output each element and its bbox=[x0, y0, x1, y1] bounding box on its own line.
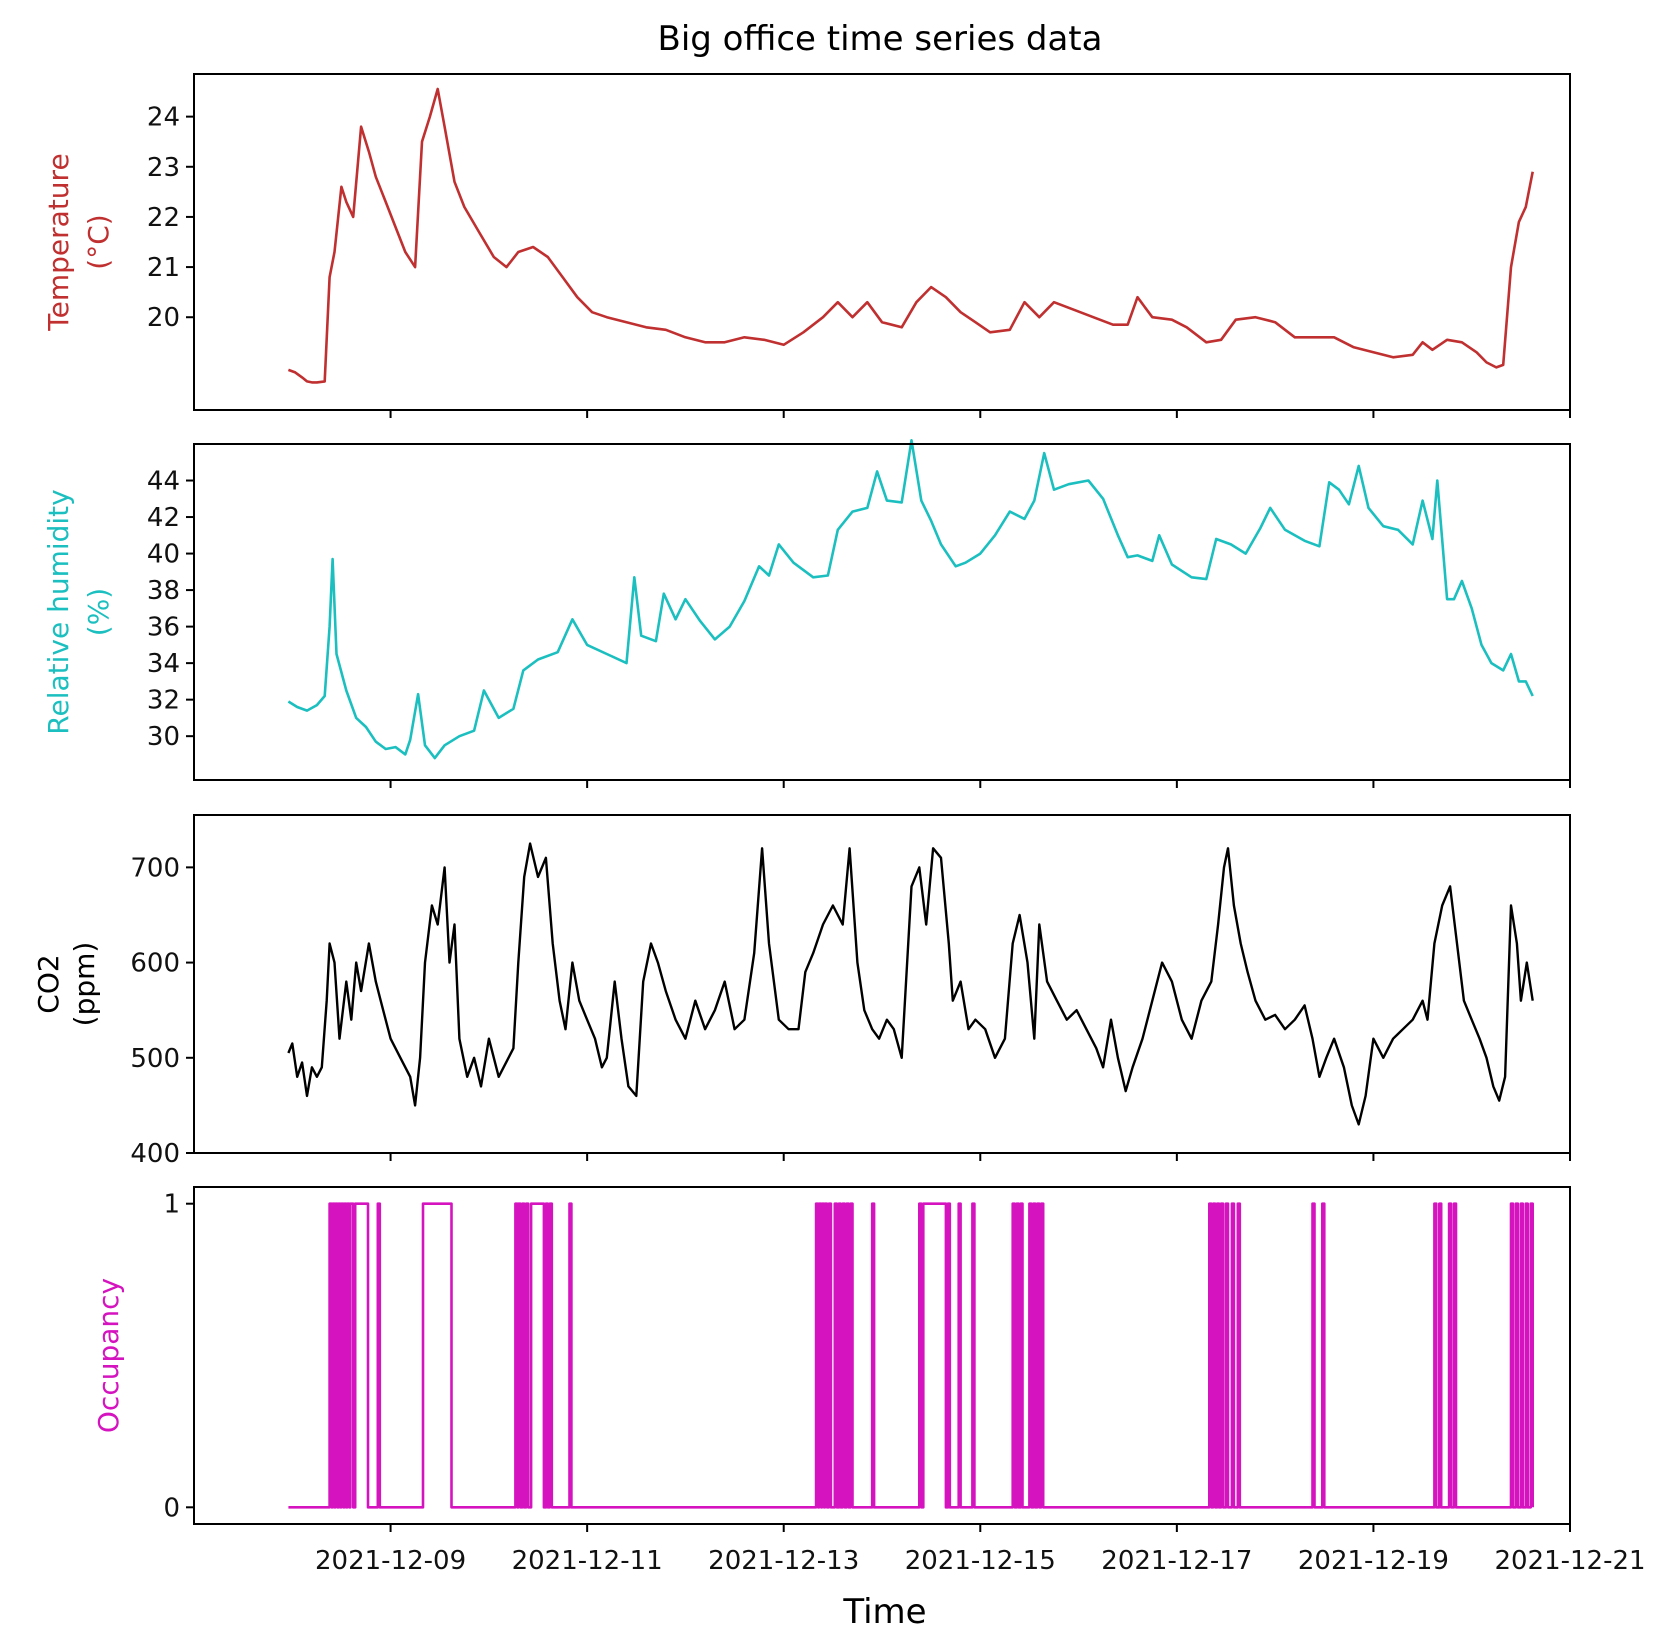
relative-humidity-ytick-label: 38 bbox=[147, 576, 180, 606]
relative-humidity-ytick-label: 44 bbox=[147, 467, 180, 497]
x-tick-label: 2021-12-19 bbox=[1298, 1546, 1449, 1576]
relative-humidity-ytick-label: 36 bbox=[147, 613, 180, 643]
co2-y-ticks: 400 500 600 700 bbox=[130, 853, 194, 1169]
co2-frame bbox=[193, 814, 1571, 1154]
temperature-ytick-label: 24 bbox=[147, 103, 180, 133]
panel-co2: 400 500 600 700 CO2 (ppm) bbox=[32, 814, 1571, 1169]
temperature-ylabel-line1: Temperature bbox=[42, 153, 75, 331]
temperature-series bbox=[287, 87, 1534, 384]
temperature-frame bbox=[193, 73, 1571, 411]
relative-humidity-ytick-label: 34 bbox=[147, 649, 180, 679]
temperature-y-ticks: 20 21 22 23 24 bbox=[147, 103, 194, 333]
co2-ylabel-line2: (ppm) bbox=[68, 942, 101, 1027]
co2-ylabel-line1: CO2 bbox=[32, 954, 65, 1013]
co2-ytick-label: 400 bbox=[130, 1139, 180, 1169]
temperature-x-ticks bbox=[389, 410, 1571, 418]
panel-occupancy: 01 Occupancy bbox=[92, 1186, 1571, 1532]
co2-ytick-label: 600 bbox=[130, 949, 180, 979]
occupancy-y-ticks: 01 bbox=[163, 1190, 194, 1523]
temperature-ytick-label: 21 bbox=[147, 253, 180, 283]
relative-humidity-ylabel-line1: Relative humidity bbox=[42, 489, 75, 734]
relative-humidity-ytick-label: 32 bbox=[147, 686, 180, 716]
relative-humidity-ytick-label: 30 bbox=[147, 722, 180, 752]
co2-x-ticks bbox=[389, 1153, 1571, 1161]
panel-temperature: 20 21 22 23 24 Temperature (°C) bbox=[42, 73, 1571, 418]
temperature-ytick-label: 22 bbox=[147, 203, 180, 233]
occupancy-frame bbox=[193, 1186, 1571, 1525]
relative-humidity-y-ticks: 30 32 34 36 38 40 42 44 bbox=[147, 467, 194, 752]
co2-ytick-label: 700 bbox=[130, 853, 180, 883]
occupancy-x-ticks bbox=[389, 1524, 1571, 1532]
temperature-ylabel-line2: (°C) bbox=[82, 214, 115, 269]
co2-ytick-label: 500 bbox=[130, 1044, 180, 1074]
x-tick-label: 2021-12-13 bbox=[708, 1546, 859, 1576]
x-tick-label: 2021-12-09 bbox=[315, 1546, 466, 1576]
temperature-line bbox=[287, 87, 1534, 384]
temperature-ytick-label: 20 bbox=[147, 303, 180, 333]
x-tick-label: 2021-12-21 bbox=[1494, 1546, 1645, 1576]
chart-title: Big office time series data bbox=[658, 19, 1103, 59]
co2-line bbox=[287, 842, 1534, 1126]
relative-humidity-ytick-label: 42 bbox=[147, 503, 180, 533]
x-tick-labels: 2021-12-09 2021-12-11 2021-12-13 2021-12-15… bbox=[315, 1546, 1646, 1576]
temperature-ytick-label: 23 bbox=[147, 153, 180, 183]
panel-relative-humidity: 30 32 34 36 38 40 42 44 Relative humidity (%) bbox=[42, 438, 1571, 788]
occupancy-ytick-label: 1 bbox=[163, 1190, 180, 1220]
relative-humidity-frame bbox=[193, 443, 1571, 781]
occupancy-ytick-label: 0 bbox=[163, 1493, 180, 1523]
occupancy-series bbox=[288, 1202, 1534, 1509]
relative-humidity-line bbox=[287, 438, 1534, 760]
x-tick-label: 2021-12-17 bbox=[1101, 1546, 1252, 1576]
x-axis-label: Time bbox=[842, 1592, 926, 1632]
relative-humidity-ytick-label: 40 bbox=[147, 540, 180, 570]
relative-humidity-x-ticks bbox=[389, 780, 1571, 788]
relative-humidity-series bbox=[287, 438, 1534, 760]
relative-humidity-ylabel-line2: (%) bbox=[82, 588, 115, 636]
x-tick-label: 2021-12-11 bbox=[512, 1546, 663, 1576]
occupancy-line bbox=[288, 1202, 1534, 1509]
occupancy-ylabel-line1: Occupancy bbox=[92, 1278, 125, 1433]
co2-series bbox=[287, 842, 1534, 1126]
x-tick-label: 2021-12-15 bbox=[905, 1546, 1056, 1576]
